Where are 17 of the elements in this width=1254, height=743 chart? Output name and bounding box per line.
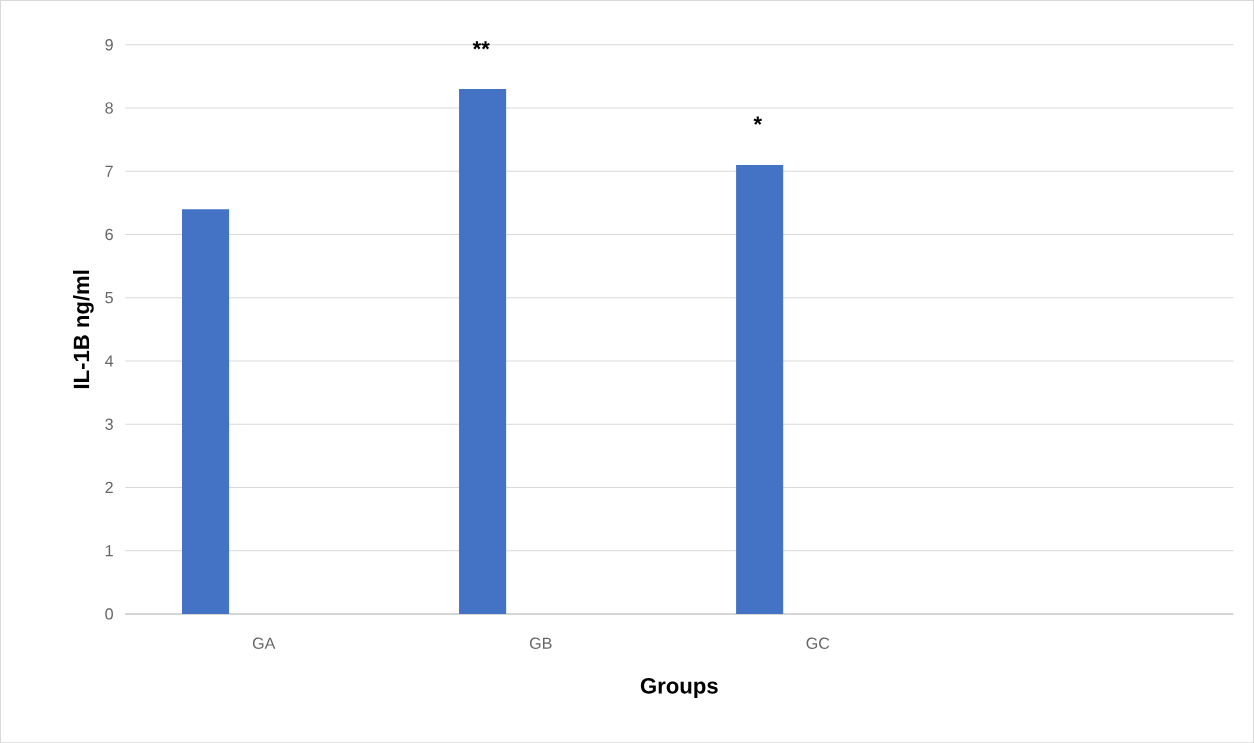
y-tick-label: 3 (105, 418, 113, 430)
y-tick-label: 2 (105, 481, 113, 493)
y-tick-label: 5 (105, 292, 113, 304)
annotation: * (753, 116, 763, 125)
y-tick-label: 9 (105, 39, 113, 51)
x-tick-label: GB (529, 637, 552, 649)
y-tick-label: 1 (105, 545, 113, 557)
y-tick-label: 6 (105, 228, 113, 241)
y-tick-label: 7 (105, 165, 113, 177)
y-tick-label: 0 (105, 608, 113, 620)
y-tick-label: 8 (105, 102, 113, 114)
x-tick-label: GA (252, 637, 276, 649)
y-axis-title: IL-1B ng/ml (73, 270, 94, 389)
y-tick-label: 4 (105, 355, 114, 367)
annotation: ** (472, 41, 490, 50)
x-axis-title: Groups (640, 677, 718, 698)
x-tick-label: GC (806, 637, 830, 649)
